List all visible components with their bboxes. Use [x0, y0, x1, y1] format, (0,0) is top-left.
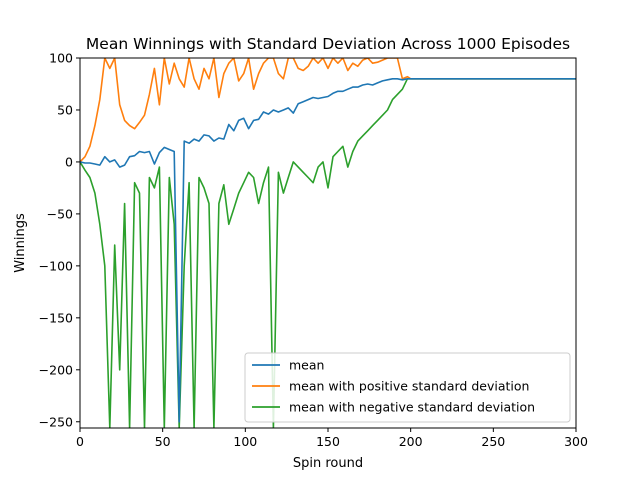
legend-label: mean	[289, 358, 324, 373]
y-axis: 100 50 0 −50 −100 −150 −200 −250	[39, 51, 80, 429]
series-line-2	[80, 78, 576, 428]
y-tick-label: −250	[39, 414, 73, 429]
x-tick-label: 150	[316, 434, 340, 449]
y-tick-label: −150	[39, 310, 73, 325]
legend-box	[244, 352, 571, 423]
y-tick-label: 0	[65, 154, 73, 169]
legend-label: mean with positive standard deviation	[289, 379, 529, 394]
x-tick-label: 250	[481, 434, 505, 449]
legend: mean mean with positive standard deviatio…	[244, 352, 571, 423]
x-axis-label: Spin round	[293, 456, 363, 471]
series-layer	[80, 58, 576, 428]
x-tick-label: 300	[564, 434, 588, 449]
y-axis-label: Winnings	[13, 213, 28, 273]
x-axis: 0 50 100 150 200 250 300	[76, 428, 588, 449]
y-tick-label: 100	[49, 51, 73, 66]
x-tick-label: 200	[399, 434, 423, 449]
y-tick-label: −50	[47, 206, 73, 221]
y-tick-label: 50	[57, 102, 73, 117]
x-tick-label: 0	[76, 434, 84, 449]
series-line-0	[80, 78, 576, 423]
series-line-1	[80, 58, 576, 163]
x-tick-label: 50	[155, 434, 171, 449]
y-tick-label: −100	[39, 258, 73, 273]
x-tick-label: 100	[233, 434, 257, 449]
chart-title: Mean Winnings with Standard Deviation Ac…	[86, 35, 570, 53]
y-tick-label: −200	[39, 362, 73, 377]
legend-label: mean with negative standard deviation	[289, 400, 535, 415]
